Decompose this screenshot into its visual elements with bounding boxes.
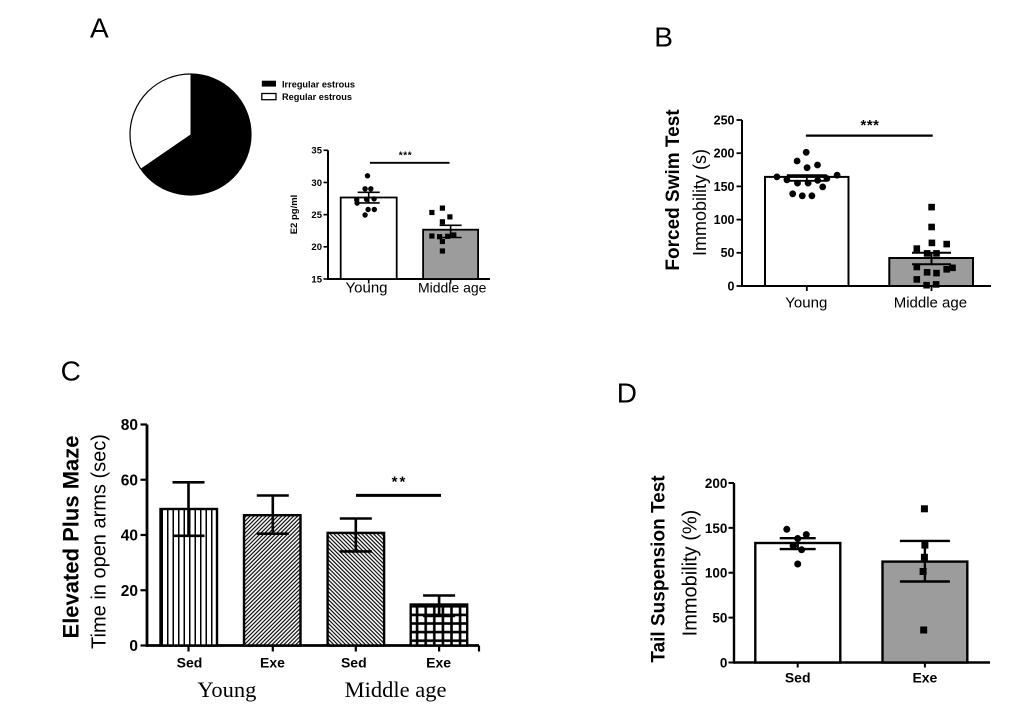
svg-text:Young: Young [197,677,256,702]
svg-text:C: C [61,356,81,387]
svg-text:B: B [654,22,673,53]
svg-text:E2 pg/ml: E2 pg/ml [289,195,300,235]
svg-text:D: D [617,378,637,409]
svg-text:Exe: Exe [260,654,285,670]
svg-text:**: ** [392,473,408,490]
svg-text:20: 20 [121,583,138,600]
svg-text:Elevated Plus Maze: Elevated Plus Maze [58,436,83,639]
svg-text:80: 80 [121,417,138,434]
svg-text:Tail Suspension Test: Tail Suspension Test [649,475,670,663]
svg-text:Time in open arms (sec): Time in open arms (sec) [89,434,111,649]
svg-text:0: 0 [728,279,735,293]
svg-text:Middle age: Middle age [418,279,487,295]
svg-text:***: *** [860,117,879,134]
svg-text:100: 100 [714,213,735,227]
svg-text:0: 0 [720,655,728,670]
svg-text:Immobility (%): Immobility (%) [680,510,702,637]
svg-text:Forced Swim Test: Forced Swim Test [663,109,684,271]
svg-text:Sed: Sed [785,669,811,685]
svg-text:Immobility (s): Immobility (s) [690,149,710,256]
svg-text:200: 200 [705,476,728,491]
svg-text:Young: Young [346,279,388,296]
svg-text:Irregular estrous: Irregular estrous [282,79,355,89]
svg-text:250: 250 [714,113,735,127]
svg-text:Middle age: Middle age [894,295,967,312]
svg-text:15: 15 [311,274,322,285]
svg-text:Exe: Exe [426,654,451,670]
svg-text:Regular estrous: Regular estrous [282,92,352,102]
svg-text:50: 50 [721,246,735,260]
svg-text:150: 150 [705,521,728,536]
svg-text:A: A [90,12,109,43]
svg-text:150: 150 [714,180,735,194]
svg-text:100: 100 [705,566,728,581]
svg-text:***: *** [399,151,412,162]
svg-text:0: 0 [129,638,138,655]
svg-text:200: 200 [714,147,735,161]
svg-text:20: 20 [311,242,322,253]
svg-text:Middle age: Middle age [345,677,447,702]
svg-text:Exe: Exe [912,669,937,685]
svg-text:60: 60 [121,472,138,489]
svg-text:Sed: Sed [341,654,367,670]
svg-text:Young: Young [785,295,827,312]
svg-text:30: 30 [311,178,322,189]
svg-text:40: 40 [121,528,138,545]
svg-text:25: 25 [311,210,322,221]
svg-text:35: 35 [311,146,322,157]
svg-text:50: 50 [712,611,727,626]
svg-text:Sed: Sed [177,654,203,670]
